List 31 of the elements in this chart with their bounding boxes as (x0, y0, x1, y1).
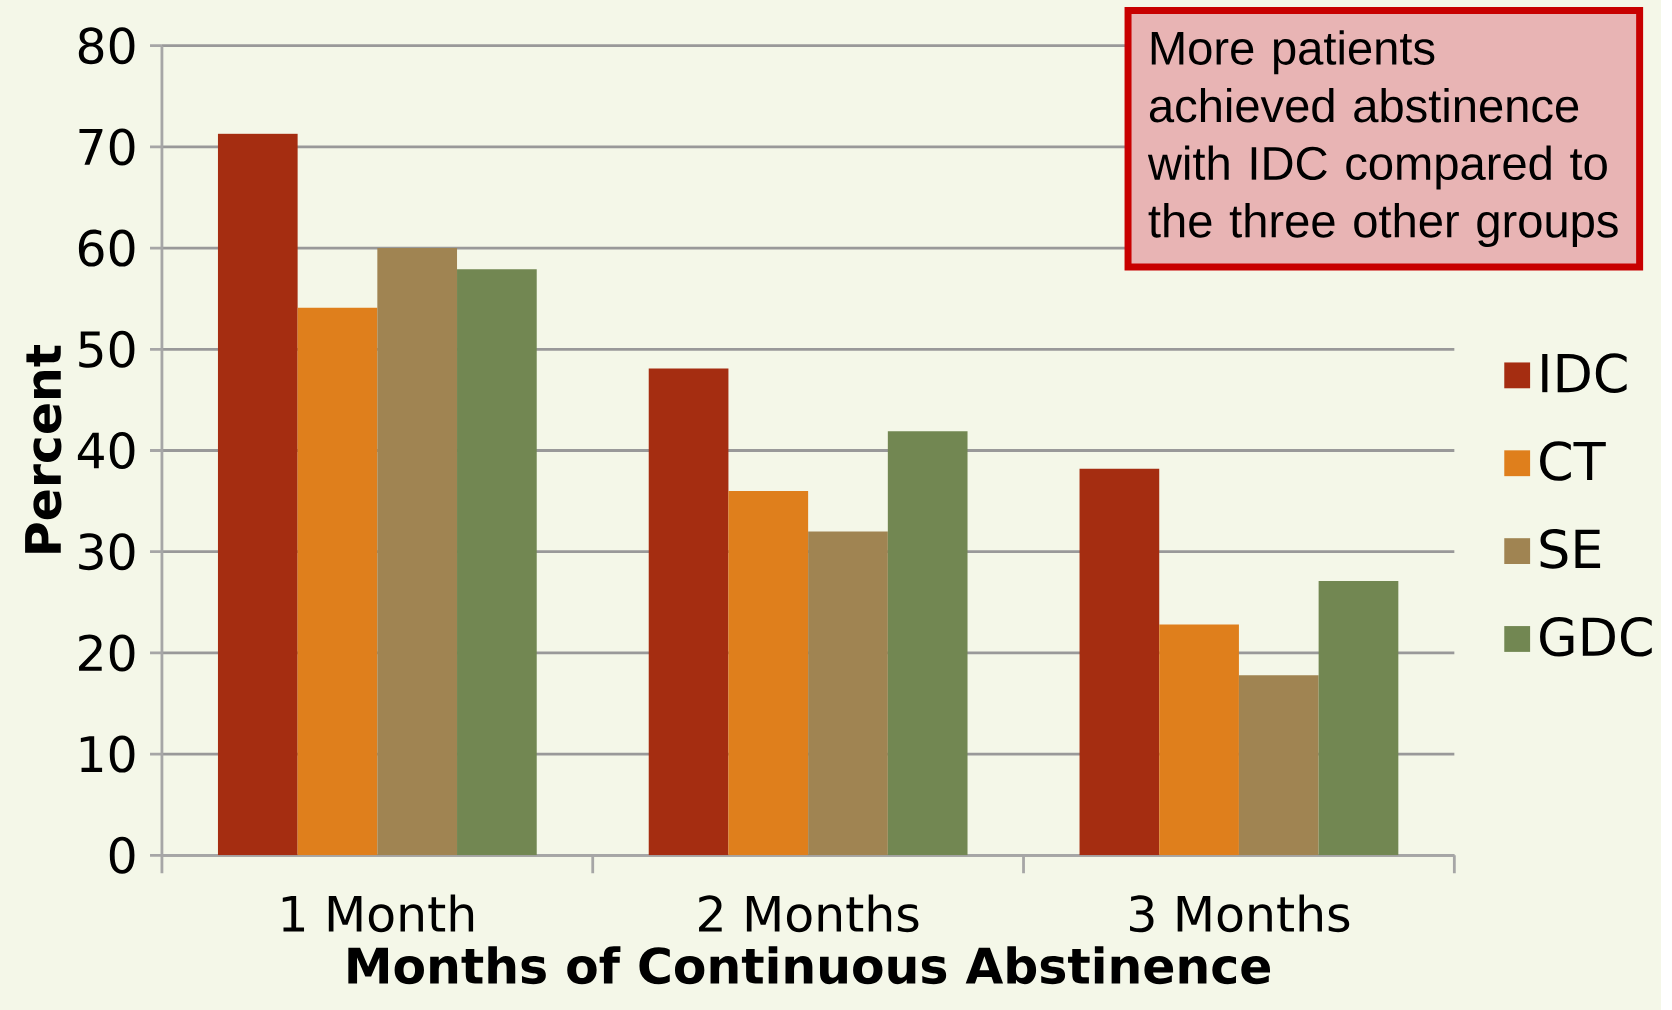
bar (887, 431, 968, 856)
bar (377, 247, 458, 856)
bar (1159, 624, 1239, 856)
y-tick-label: 50 (79, 330, 135, 368)
legend-label: IDC (1542, 353, 1627, 393)
bar (217, 133, 298, 856)
y-tick-label: 70 (79, 128, 135, 166)
bar (297, 307, 378, 856)
x-tick-label: 1 Month (282, 894, 474, 933)
legend-label: SE (1540, 528, 1601, 569)
legend-label: GDC (1540, 616, 1652, 657)
annotation: More patients achieved abstinence with IDC compared to the three other groups (1147, 30, 1618, 247)
bar (648, 368, 729, 856)
x-axis-title: Months of Continuous Abstinence (348, 946, 1271, 985)
y-tick-label: 80 (78, 27, 135, 65)
bar (808, 531, 888, 856)
bar (1318, 580, 1399, 856)
y-tick-label: 20 (79, 634, 135, 672)
bar (1238, 675, 1319, 856)
bar (1079, 468, 1160, 856)
y-tick-label: 0 (109, 836, 135, 874)
y-tick-label: 60 (78, 229, 135, 267)
x-tick-label: 3 Months (1130, 894, 1350, 933)
bar (457, 269, 537, 856)
x-tick-label: 2 Months (699, 894, 919, 933)
y-tick-label: 10 (80, 735, 135, 773)
legend-label: CT (1540, 441, 1606, 481)
y-tick-label: 30 (79, 533, 135, 571)
y-tick-label: 40 (77, 431, 135, 469)
bar (728, 490, 809, 856)
y-axis-title: Percent (25, 344, 62, 553)
